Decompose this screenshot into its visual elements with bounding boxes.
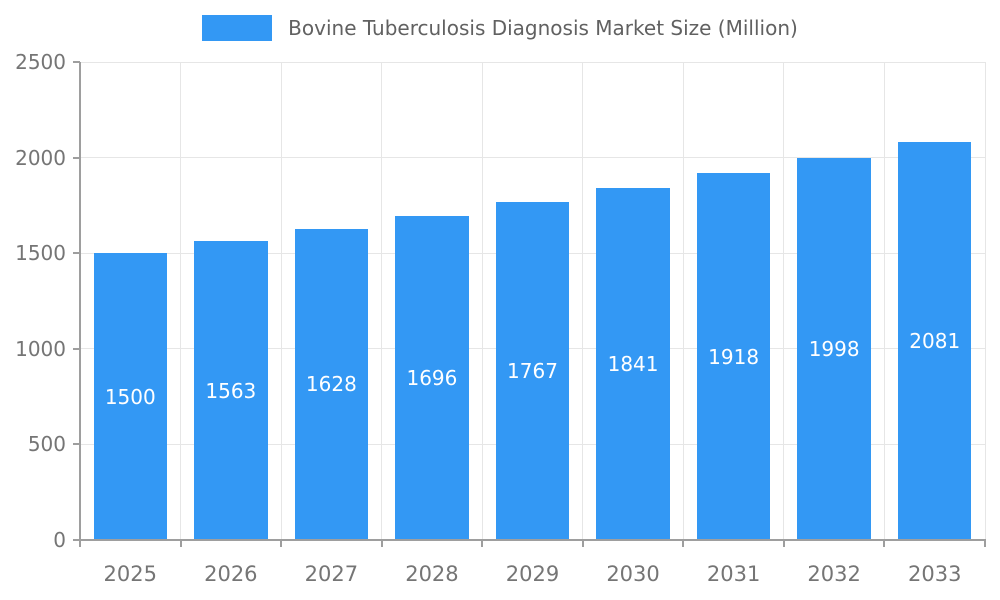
x-axis-tick-label: 2026 xyxy=(204,562,258,586)
bar-value-label: 1998 xyxy=(808,336,860,361)
vertical-gridline xyxy=(883,62,885,540)
y-axis-tick-mark xyxy=(73,252,80,255)
y-axis-tick-mark xyxy=(73,61,80,63)
y-axis-tick-label: 1000 xyxy=(15,336,66,361)
chart-legend[interactable]: Bovine Tuberculosis Diagnosis Market Siz… xyxy=(0,15,1000,41)
x-axis-tick-mark xyxy=(782,540,785,547)
bar[interactable] xyxy=(294,228,369,540)
x-axis-tick-mark xyxy=(280,540,283,547)
x-axis-tick-label: 2027 xyxy=(304,562,359,586)
bar-value-label: 1767 xyxy=(507,359,558,384)
x-axis-tick-mark xyxy=(380,540,383,547)
horizontal-gridline xyxy=(80,61,985,63)
vertical-gridline xyxy=(783,62,785,540)
y-axis-tick-mark xyxy=(73,156,80,159)
bar-value-label: 1500 xyxy=(104,384,156,409)
bar[interactable] xyxy=(194,241,268,540)
vertical-gridline xyxy=(984,62,986,540)
y-axis-tick-mark xyxy=(73,347,80,350)
vertical-gridline xyxy=(280,62,282,540)
bar-value-label: 1696 xyxy=(406,365,458,390)
x-axis-tick-label: 2033 xyxy=(907,562,962,586)
bar[interactable] xyxy=(596,188,670,540)
y-axis-tick-label: 0 xyxy=(53,528,66,552)
bar-value-label: 1918 xyxy=(708,344,760,369)
x-axis-tick-label: 2030 xyxy=(606,562,660,586)
x-axis-tick-mark xyxy=(581,540,584,547)
bar-value-label: 1841 xyxy=(607,352,659,376)
vertical-gridline xyxy=(481,62,483,540)
x-axis-tick-mark xyxy=(984,540,986,547)
y-axis-tick-label: 2500 xyxy=(15,50,66,74)
x-axis-tick-label: 2028 xyxy=(405,562,459,586)
vertical-gridline xyxy=(381,62,383,540)
y-axis-line xyxy=(79,62,81,541)
bar[interactable] xyxy=(898,142,972,540)
x-axis-tick-label: 2025 xyxy=(103,562,157,586)
x-axis-tick-mark xyxy=(883,540,886,547)
x-axis-line xyxy=(79,539,986,541)
bar-value-label: 1563 xyxy=(205,378,257,403)
x-axis-tick-label: 2031 xyxy=(706,562,761,586)
bar[interactable] xyxy=(797,157,871,540)
y-axis-tick-label: 2000 xyxy=(15,145,66,170)
bar[interactable] xyxy=(696,173,771,540)
y-axis-tick-label: 1500 xyxy=(15,241,66,266)
vertical-gridline xyxy=(682,62,684,540)
bar[interactable] xyxy=(395,215,469,540)
bar[interactable] xyxy=(93,253,167,540)
bar-value-label: 1628 xyxy=(305,372,357,397)
y-axis-tick-mark xyxy=(73,539,80,541)
vertical-gridline xyxy=(180,62,182,540)
x-axis-tick-mark xyxy=(682,540,685,547)
horizontal-gridline xyxy=(80,157,985,159)
x-axis-tick-mark xyxy=(179,540,182,547)
chart-title: Bovine Tuberculosis Diagnosis Market Siz… xyxy=(288,16,798,40)
x-axis-tick-mark xyxy=(79,540,81,547)
x-axis-tick-mark xyxy=(481,540,484,547)
bar-value-label: 2081 xyxy=(909,329,961,354)
legend-swatch xyxy=(202,15,273,41)
x-axis-tick-label: 2032 xyxy=(807,562,861,586)
bar[interactable] xyxy=(495,202,570,540)
y-axis-tick-mark xyxy=(73,443,80,446)
vertical-gridline xyxy=(582,62,584,540)
x-axis-tick-label: 2029 xyxy=(505,562,560,586)
y-axis-tick-label: 500 xyxy=(27,432,66,457)
